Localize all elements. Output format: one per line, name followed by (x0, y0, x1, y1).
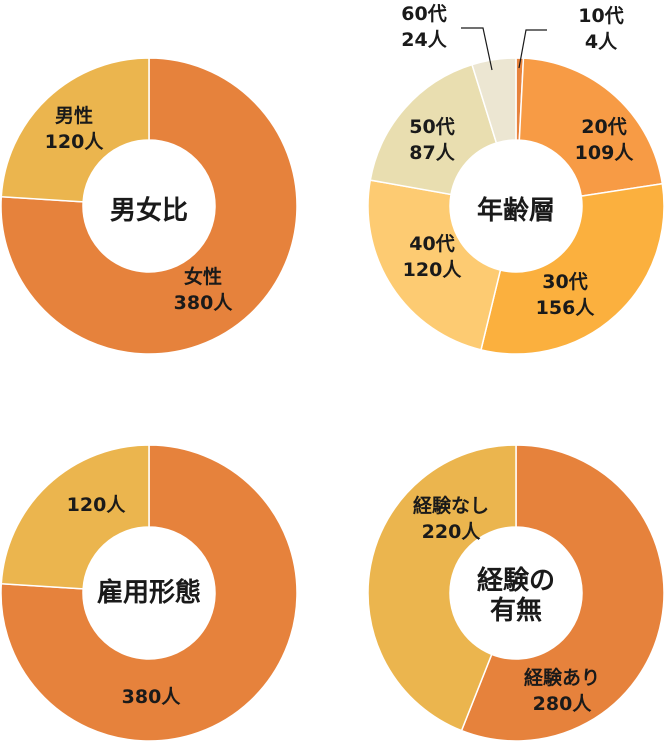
slice-value-30s: 156人 (536, 297, 596, 319)
slice-value-no-experience: 220人 (422, 521, 482, 543)
slice-label-male: 男性 (55, 104, 93, 127)
slice-value-experience: 280人 (533, 693, 593, 715)
slice-value-secondary: 120人 (67, 494, 127, 516)
center-title-line1: 経験の (477, 565, 555, 596)
slice-value-male: 120人 (45, 131, 105, 153)
slice-label-10s: 10代 (578, 5, 623, 27)
center-title-gender: 男女比 (110, 195, 188, 226)
slice-value-10s: 4人 (585, 31, 618, 53)
slice-value-primary: 380人 (122, 686, 182, 708)
slice-label-40s: 40代 (409, 233, 454, 255)
center-title-employment: 雇用形態 (97, 577, 201, 608)
donut-slice-3-1 (367, 444, 517, 732)
slice-value-female: 380人 (174, 292, 234, 314)
slices-age (367, 57, 665, 355)
slices-experience (367, 444, 665, 741)
donut-slice-2-0 (0, 444, 298, 741)
donut-slice-1-2 (480, 182, 665, 355)
slice-label-30s: 30代 (542, 271, 587, 293)
donut-slice-1-3 (367, 179, 502, 351)
slice-label-experience: 経験あり (524, 666, 600, 689)
slice-label-50s: 50代 (409, 116, 454, 138)
slice-value-20s: 109人 (575, 142, 635, 164)
donut-slice-1-5 (471, 57, 517, 144)
slice-value-40s: 120人 (403, 259, 463, 281)
donut-slice-1-4 (369, 63, 498, 196)
slice-label-60s: 60代 (401, 3, 446, 25)
donut-chart-employment: 雇用形態 120人 380人 (0, 444, 298, 741)
donut-chart-experience: 経験の 有無 経験なし 220人 経験あり 280人 (367, 444, 665, 741)
donut-slice-0-1 (0, 57, 150, 203)
donut-slice-1-1 (518, 57, 664, 197)
donut-chart-age: 年齢層 10代 4人 20代 109人 30代 156人 40代 120人 50… (367, 3, 665, 355)
slice-label-20s: 20代 (581, 116, 626, 138)
donut-slice-2-1 (0, 444, 150, 590)
donut-chart-gender: 男女比 男性 120人 女性 380人 (0, 57, 298, 355)
leader-line-10s (518, 29, 547, 69)
slice-label-female: 女性 (184, 265, 222, 288)
donut-slice-0-0 (0, 57, 298, 355)
slices-gender (0, 57, 298, 355)
center-title-age: 年齢層 (477, 195, 555, 226)
center-title-line2: 有無 (490, 596, 542, 626)
slice-value-50s: 87人 (409, 142, 455, 164)
leader-line-60s (461, 27, 493, 71)
slice-label-no-experience: 経験なし (413, 494, 489, 517)
slices-employment (0, 444, 298, 741)
slice-value-60s: 24人 (401, 29, 447, 51)
